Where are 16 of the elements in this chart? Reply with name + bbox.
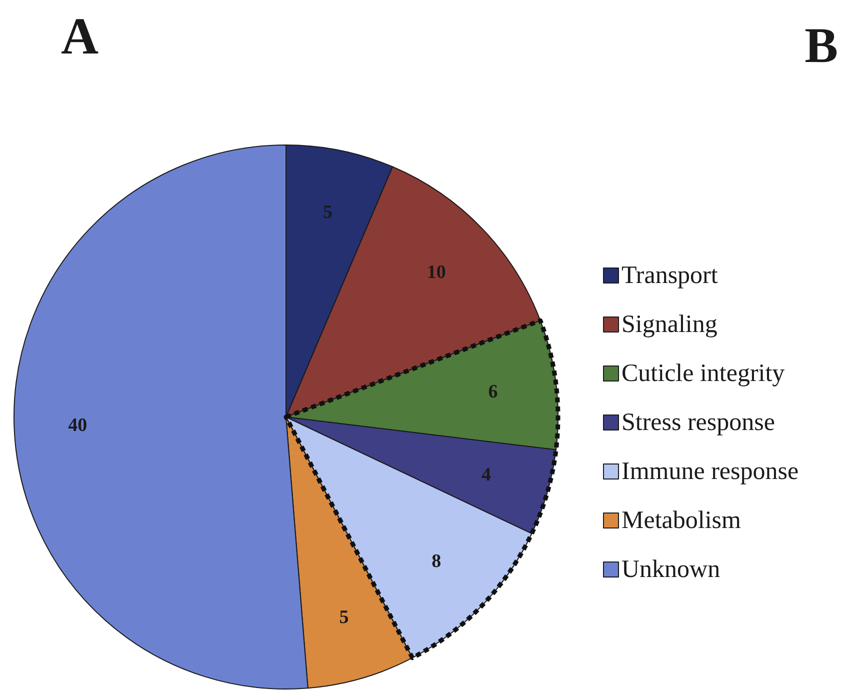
legend-label: Unknown xyxy=(622,556,721,583)
data-label: 5 xyxy=(322,202,332,224)
data-label: 4 xyxy=(482,464,492,486)
legend-label: Signaling xyxy=(622,311,718,338)
data-label: 10 xyxy=(426,262,446,284)
data-label: 40 xyxy=(68,414,88,436)
legend-label: Stress response xyxy=(622,409,775,436)
data-label: 6 xyxy=(488,381,498,402)
data-label: 8 xyxy=(432,550,442,572)
legend-label: Transport xyxy=(622,262,718,289)
legend-label: Immune response xyxy=(622,458,799,485)
text: B xyxy=(804,17,838,73)
legend-label: Cuticle integrity xyxy=(622,360,786,387)
data-label: 5 xyxy=(339,606,349,628)
legend-label: Metabolism xyxy=(622,507,742,534)
chart-title: A xyxy=(61,8,99,66)
